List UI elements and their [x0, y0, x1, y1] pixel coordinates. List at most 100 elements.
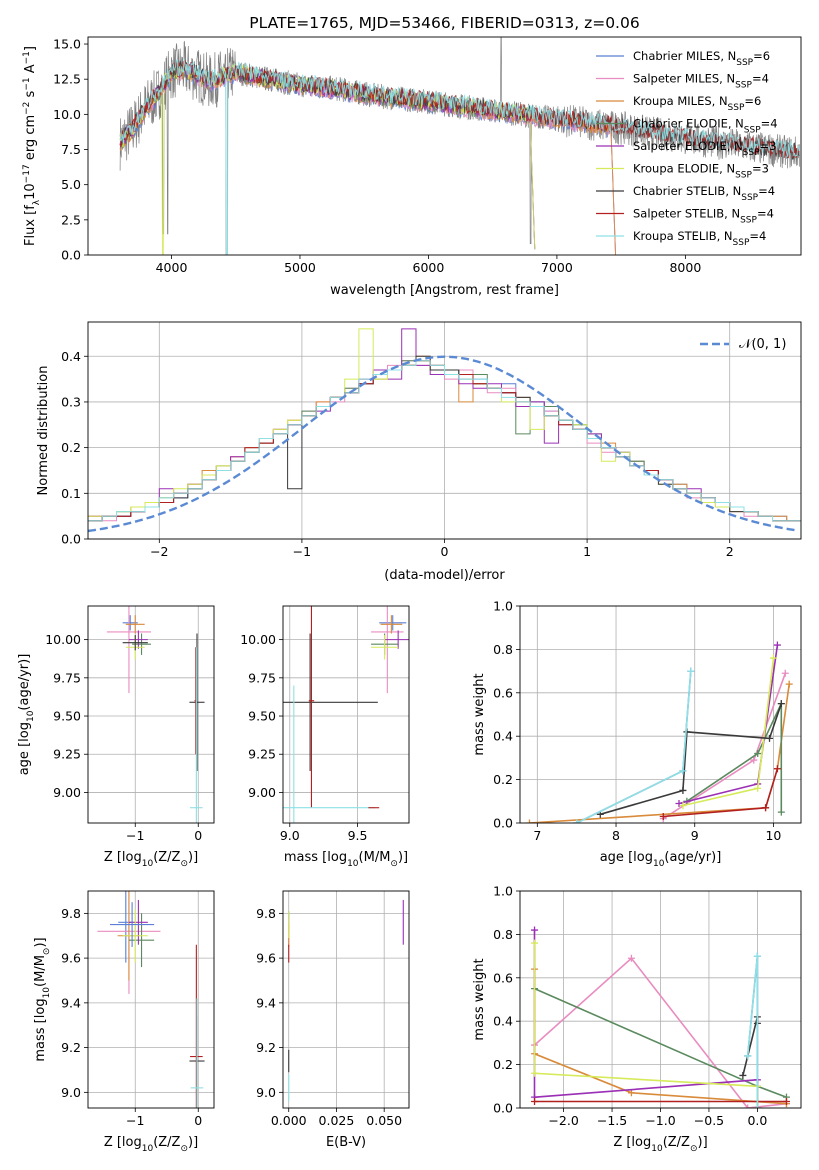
mass-weight-marker [762, 804, 770, 812]
mass-weight-marker [687, 667, 695, 675]
x-tick-label: 1 [583, 544, 591, 559]
x-axis-label-part: )] [188, 1135, 198, 1150]
x-tick-label: 0 [194, 828, 202, 843]
x-tick-label: 10 [765, 828, 781, 843]
y-axis-label: Flux [fλ10−17 erg cm−2 s−1 A−1] [22, 46, 42, 246]
y-tick-label: 5.0 [61, 177, 81, 192]
mass-vs-ebv-frame [282, 890, 410, 1109]
y-tick-label: 1.0 [493, 884, 513, 899]
mass-weight-marker [531, 939, 539, 947]
mass-vs-z-axes: −1 0 9.0 9.2 9.4 9.6 9.8 [61, 890, 215, 1128]
x-axis-label-part: 10 [142, 1144, 154, 1154]
legend-label-part: Chabrier MILES, N [633, 49, 736, 63]
mass-weight-marker [679, 802, 687, 810]
y-tick-label: 9.50 [53, 709, 81, 724]
legend-label-part: =6 [744, 94, 761, 108]
mass-weight-marker [531, 1069, 539, 1077]
y-axis-label-part: (M/M [33, 955, 48, 987]
age-vs-mass-frame [282, 605, 410, 824]
x-tick-label: 7000 [541, 260, 573, 275]
mass-weight-vs-z-axes: −2.0 −1.5 −1.0 −0.5 0.0 0.0 0.2 0.4 0.6 0.8 1.0 [493, 884, 802, 1128]
age-vs-mass-plot-area [283, 606, 409, 823]
mass-weight-marker [754, 784, 762, 792]
x-axis-label-part: (Z/Z [663, 1135, 690, 1150]
x-axis-label-part: 10 [347, 859, 359, 869]
age-vs-z-plot-area [106, 606, 205, 823]
x-tick-label: 4000 [156, 260, 188, 275]
y-axis-label-part: )] [33, 937, 48, 947]
x-axis-label-part: ⊙ [180, 1144, 188, 1154]
y-tick-label: 9.4 [256, 995, 276, 1010]
x-tick-label: −2 [150, 544, 168, 559]
mass-vs-z-plot-area [97, 891, 205, 1108]
x-tick-label: −2.0 [548, 1113, 578, 1128]
mass-weight-marker [773, 641, 781, 649]
spectrum-frame [87, 36, 802, 256]
y-tick-label: 0.2 [493, 772, 513, 787]
mass-weight-marker [753, 952, 761, 960]
x-tick-label: −1.5 [597, 1113, 627, 1128]
y-axis-label-part: ⊙ [42, 948, 52, 956]
y-tick-label: 0.4 [493, 729, 513, 744]
y-tick-label: 10.0 [53, 107, 81, 122]
mass-weight-marker [627, 1089, 635, 1097]
x-axis-label: age [log10(age/yr)] [600, 850, 722, 869]
legend-label-part: SSP [735, 81, 752, 91]
mass-weight-marker [777, 808, 785, 816]
mass-weight-marker [777, 700, 785, 708]
legend-label: Salpeter ELODIE, NSSP=3 [633, 139, 776, 158]
y-tick-label: 9.75 [248, 670, 276, 685]
y-axis-label-part: −1 [22, 51, 32, 64]
x-tick-label: 0 [194, 1113, 202, 1128]
mass-weight-marker [675, 799, 683, 807]
x-tick-label: 0 [441, 544, 449, 559]
y-axis-label-part: A [23, 64, 38, 77]
spectrum-plot-area [119, 37, 800, 255]
legend-label: Chabrier STELIB, NSSP=4 [633, 184, 775, 203]
y-axis-label-part: 10 [42, 987, 52, 999]
y-tick-label: 9.25 [53, 747, 81, 762]
x-tick-label: 0.050 [366, 1113, 402, 1128]
y-axis-label-part: λ [32, 199, 42, 205]
x-axis-label-part: (Z/Z [153, 850, 180, 865]
y-axis-label: mass [log10(M/M⊙)] [33, 937, 52, 1061]
y-axis-label-part: age [log [17, 722, 32, 775]
mass-weight-marker [785, 680, 793, 688]
x-tick-label: 8 [612, 828, 620, 843]
legend-label-part: Salpeter STELIB, N [633, 207, 740, 221]
mass-weight-marker [531, 1097, 539, 1105]
y-tick-label: 0.2 [61, 440, 81, 455]
x-tick-label: 9.5 [348, 828, 368, 843]
y-tick-label: 9.25 [248, 747, 276, 762]
y-tick-label: 9.50 [248, 709, 276, 724]
legend-label-part: SSP [735, 171, 752, 181]
x-axis-label: mass [log10(M/M⊙)] [284, 850, 408, 869]
mass-weight-line [576, 671, 692, 823]
legend-label-part: =4 [752, 72, 769, 86]
x-tick-label: −1 [126, 1113, 144, 1128]
mass-vs-ebv-axes: 0.000 0.025 0.050 9.0 9.2 9.4 9.6 9.8 [256, 890, 410, 1128]
y-tick-label: 9.8 [61, 906, 81, 921]
y-tick-label: 0.6 [493, 685, 513, 700]
mass-vs-z-frame [87, 890, 215, 1109]
y-axis-label-part: 10 [26, 710, 36, 722]
mass-weight-line [662, 673, 787, 820]
x-tick-label: 8000 [669, 260, 701, 275]
y-tick-label: 0.1 [61, 486, 81, 501]
mass-weight-marker [753, 1104, 761, 1108]
model-line [119, 58, 800, 255]
legend-label-part: =4 [758, 184, 775, 198]
mass-weight-marker [573, 819, 581, 823]
y-tick-label: 9.2 [61, 1040, 81, 1055]
mass-weight-marker [750, 756, 758, 764]
mass-weight-marker [781, 669, 789, 677]
x-axis-label-part: (Z/Z [153, 1135, 180, 1150]
mass-weight-marker [659, 812, 667, 820]
y-tick-label: 0.4 [493, 1014, 513, 1029]
x-axis-label-part: Z [log [613, 1135, 651, 1150]
legend-label-part: Salpeter MILES, N [633, 72, 735, 86]
mass-weight-marker [627, 954, 635, 962]
legend-label: Kroupa MILES, NSSP=6 [633, 94, 761, 113]
x-tick-label: −1 [293, 544, 311, 559]
